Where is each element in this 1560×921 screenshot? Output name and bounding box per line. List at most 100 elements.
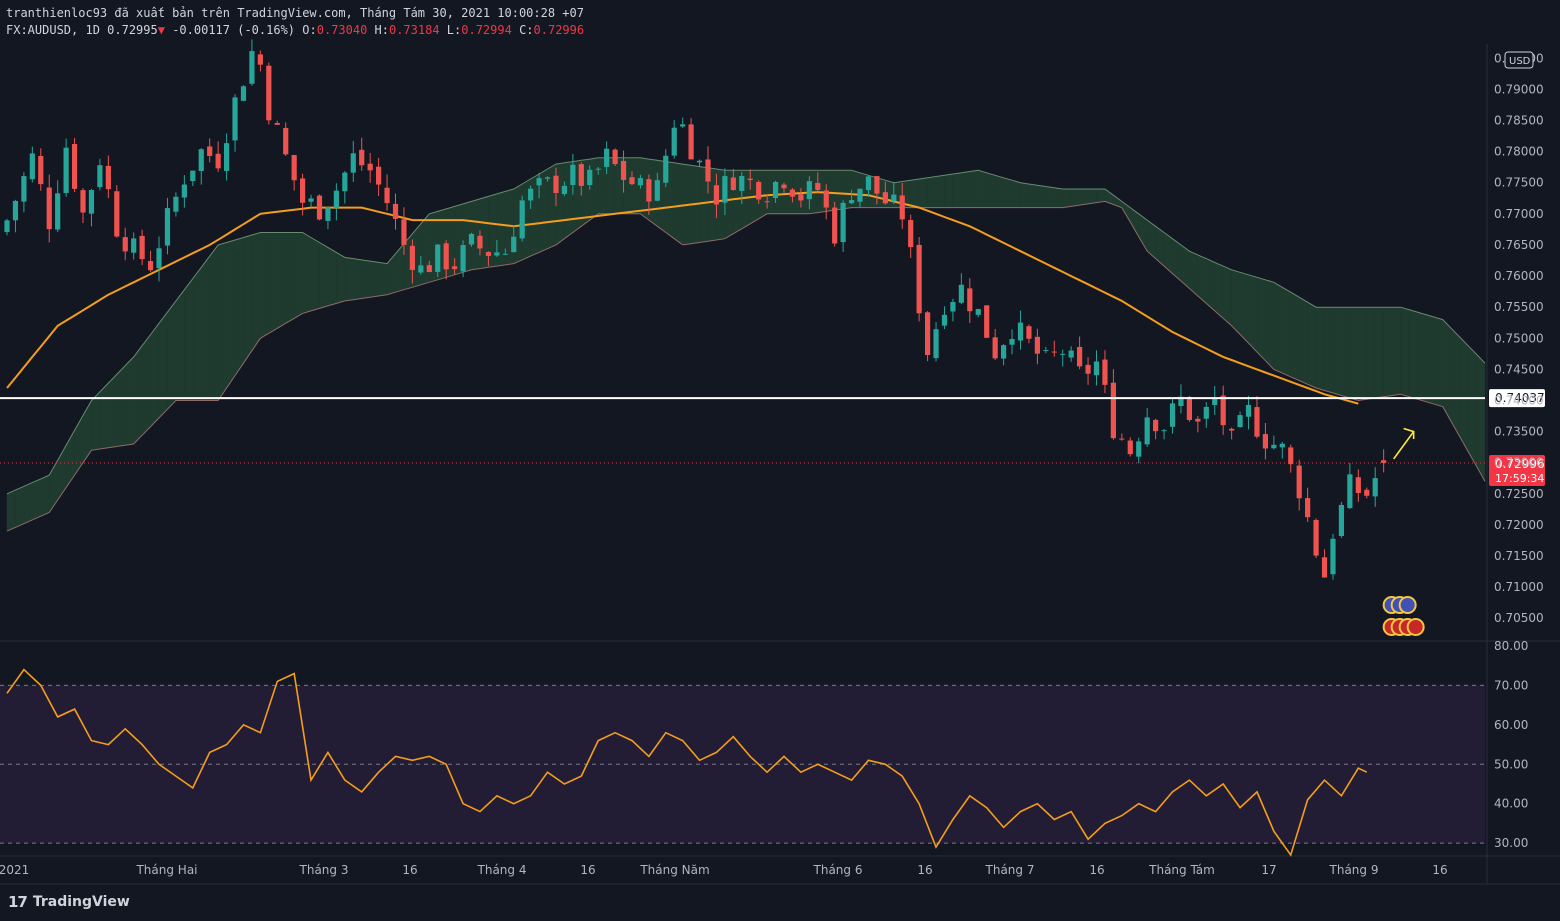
price-tick-label: 0.73000 xyxy=(1494,456,1544,470)
time-tick-label: 17 xyxy=(1261,863,1276,877)
ichimoku-cloud-segment xyxy=(927,176,937,208)
ichimoku-cloud-segment xyxy=(1079,188,1089,206)
candle-body xyxy=(1093,361,1100,376)
candle-body xyxy=(55,193,61,230)
ichimoku-cloud-segment xyxy=(319,242,329,309)
candle-body xyxy=(88,189,95,214)
candle-body xyxy=(63,147,69,193)
currency-badge-label: USD xyxy=(1509,56,1531,67)
candle-body xyxy=(781,184,787,189)
ichimoku-cloud-segment xyxy=(1011,179,1021,208)
candle-body xyxy=(511,236,517,253)
candle-body xyxy=(1195,418,1201,422)
ichimoku-cloud-segment xyxy=(1206,258,1215,312)
candle-body xyxy=(29,153,35,180)
candle-body xyxy=(485,252,492,256)
candle-body xyxy=(646,179,652,202)
rsi-tick-label: 30.00 xyxy=(1494,836,1528,850)
last-price-label: 0.72996 xyxy=(1495,457,1545,471)
candle-body xyxy=(308,198,314,202)
candle-body xyxy=(696,160,703,163)
ichimoku-cloud-segment xyxy=(175,288,185,401)
candle-body xyxy=(426,265,432,273)
ichimoku-cloud-segment xyxy=(268,232,278,334)
au-event-flag-icon xyxy=(1398,596,1417,614)
candle-body xyxy=(865,176,872,191)
candle-body xyxy=(815,182,821,190)
candle-body xyxy=(1077,346,1083,367)
ichimoku-cloud-segment xyxy=(1332,306,1342,396)
ichimoku-cloud-segment xyxy=(124,356,134,446)
time-tick-label: 16 xyxy=(402,863,417,877)
ichimoku-cloud-segment xyxy=(226,239,236,389)
tradingview-logo-icon: 17 xyxy=(8,893,28,911)
candle-body xyxy=(291,155,297,181)
candle-body xyxy=(105,165,111,190)
ichimoku-cloud-segment xyxy=(1222,265,1232,327)
ichimoku-cloud-segment xyxy=(1290,291,1300,381)
candle-body xyxy=(1161,430,1167,432)
candle-body xyxy=(832,207,838,244)
candle-body xyxy=(1271,444,1277,449)
candle-body xyxy=(1127,440,1133,455)
ichimoku-cloud-segment xyxy=(1020,182,1030,208)
price-tick-label: 0.75000 xyxy=(1494,331,1544,345)
candle-body xyxy=(612,149,618,165)
low-label: L: xyxy=(446,23,462,37)
candle-body xyxy=(1347,474,1353,509)
ichimoku-cloud-segment xyxy=(673,162,683,246)
candle-body xyxy=(1102,359,1108,385)
candle-body xyxy=(671,127,677,156)
candle-body xyxy=(1321,557,1328,578)
candle-body xyxy=(418,265,424,273)
candle-body xyxy=(916,244,922,314)
down-arrow-icon: ▼ xyxy=(157,23,165,37)
candle-body xyxy=(71,144,78,189)
ichimoku-cloud-segment xyxy=(260,232,270,339)
ichimoku-cloud-segment xyxy=(488,193,498,268)
candle-body xyxy=(637,178,644,186)
rsi-tick-label: 60.00 xyxy=(1494,718,1528,732)
candle-body xyxy=(21,176,27,202)
ichimoku-cloud-segment xyxy=(935,174,945,208)
candle-body xyxy=(181,184,187,198)
candle-body xyxy=(494,252,500,256)
candle-body xyxy=(1009,338,1015,345)
ichimoku-cloud-segment xyxy=(1265,279,1275,370)
rsi-band-fill xyxy=(0,685,1485,844)
ichimoku-cloud-segment xyxy=(1467,345,1477,468)
time-tick-label: 16 xyxy=(1089,863,1104,877)
open-value: 0.73040 xyxy=(316,23,368,37)
candle-body xyxy=(1186,396,1192,420)
ichimoku-cloud-segment xyxy=(285,232,295,324)
candle-body xyxy=(325,207,331,221)
candle-body xyxy=(570,164,576,186)
tradingview-brand[interactable]: 17 TradingView xyxy=(8,893,130,911)
candle-body xyxy=(409,245,415,270)
ichimoku-cloud-segment xyxy=(1349,306,1359,401)
time-tick-label: Tháng Năm xyxy=(639,863,709,877)
ichimoku-cloud-segment xyxy=(1307,301,1317,389)
ichimoku-cloud-segment xyxy=(1450,327,1460,438)
candle-body xyxy=(240,86,247,101)
time-tick-label: 2021 xyxy=(0,863,29,877)
candle-body xyxy=(122,237,128,252)
candle-body xyxy=(1203,406,1209,419)
ichimoku-cloud-segment xyxy=(378,262,388,297)
price-tick-label: 0.71000 xyxy=(1494,580,1544,594)
candle-body xyxy=(654,180,660,201)
candle-body xyxy=(1051,351,1057,353)
symbol-label[interactable]: FX:AUDUSD, 1D xyxy=(6,23,100,37)
ichimoku-cloud-segment xyxy=(1417,311,1427,403)
candle-body xyxy=(604,148,610,167)
candle-body xyxy=(1068,350,1074,358)
candle-body xyxy=(1212,398,1218,406)
candle-body xyxy=(1178,396,1184,407)
candle-body xyxy=(173,196,179,212)
ichimoku-cloud-segment xyxy=(1298,296,1308,385)
moving-average-line xyxy=(6,191,1359,405)
ichimoku-cloud-segment xyxy=(1374,306,1384,399)
ichimoku-cloud-segment xyxy=(1400,306,1410,398)
ichimoku-cloud-segment xyxy=(1214,261,1224,319)
